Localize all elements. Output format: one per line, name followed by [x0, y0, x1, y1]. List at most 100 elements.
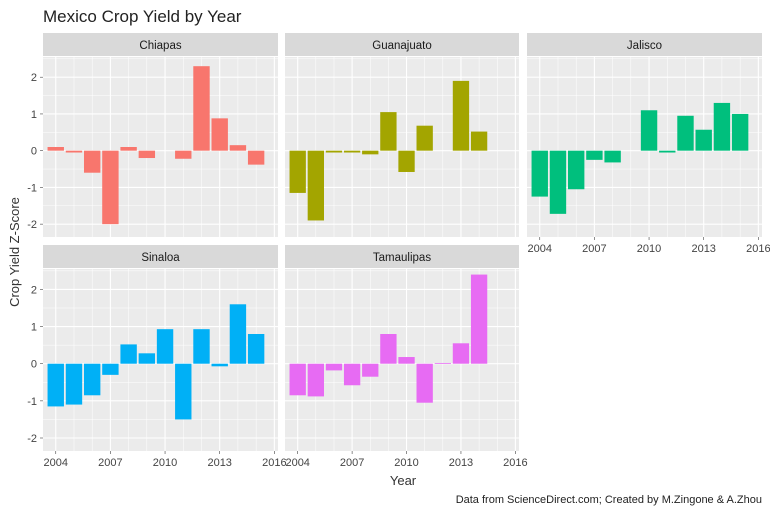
bar-jalisco-2006	[567, 150, 585, 190]
bar-chiapas-2011	[175, 150, 192, 159]
bar-tamaulipas-2013	[452, 343, 470, 364]
x-tick-label: 2010	[637, 243, 661, 255]
bar-chiapas-2013	[211, 118, 228, 151]
bar-guanajuato-2007	[343, 150, 361, 153]
y-tick-label: 2	[31, 284, 37, 296]
y-tick-label: -2	[27, 219, 37, 231]
bar-sinaloa-2012	[193, 329, 210, 364]
bar-guanajuato-2013	[452, 80, 470, 151]
bar-sinaloa-2004	[47, 363, 64, 407]
facet-sinaloa: Sinaloa -2 -1 0 1 2 2004 2007 2010 2013 2016	[27, 245, 287, 469]
bar-tamaulipas-2007	[343, 363, 361, 386]
bar-sinaloa-2007	[102, 363, 119, 375]
bar-sinaloa-2005	[65, 363, 83, 405]
bar-tamaulipas-2012	[434, 362, 451, 364]
x-tick-label: 2004	[44, 457, 68, 469]
x-tick-label: 2007	[98, 457, 122, 469]
strip-label-jalisco: Jalisco	[627, 40, 662, 52]
x-tick-label: 2016	[503, 457, 527, 469]
bar-chiapas-2008	[120, 147, 137, 151]
bar-tamaulipas-2014	[470, 274, 488, 364]
chart-title: Mexico Crop Yield by Year	[43, 7, 242, 26]
strip-chiapas	[43, 33, 278, 56]
bar-chiapas-2012	[193, 66, 210, 151]
bar-guanajuato-2006	[325, 150, 343, 153]
x-tick-label: 2013	[691, 243, 715, 255]
facet-guanajuato: Guanajuato	[285, 33, 519, 237]
strip-sinaloa	[43, 245, 278, 268]
bar-sinaloa-2008	[120, 344, 137, 364]
bar-sinaloa-2011	[175, 363, 192, 420]
bar-jalisco-2012	[677, 115, 694, 151]
bar-chiapas-2005	[65, 150, 83, 153]
y-tick-label: 1	[31, 109, 37, 121]
strip-tamaulipas	[285, 245, 519, 268]
y-axis-title: Crop Yield Z-Score	[7, 197, 22, 307]
bar-guanajuato-2014	[470, 131, 488, 151]
bar-chiapas-2009	[138, 150, 156, 159]
x-tick-label: 2007	[340, 457, 364, 469]
bar-guanajuato-2005	[307, 150, 324, 221]
y-tick-label: 1	[31, 322, 37, 334]
bar-guanajuato-2004	[289, 150, 306, 193]
x-tick-label: 2013	[449, 457, 473, 469]
strip-guanajuato	[285, 33, 519, 56]
facet-tamaulipas: Tamaulipas 2004 2007 2010 2013 2016	[285, 245, 528, 469]
bar-chiapas-2007	[102, 150, 119, 225]
y-tick-label: -1	[27, 396, 37, 408]
bar-tamaulipas-2011	[416, 363, 433, 403]
bar-tamaulipas-2010	[398, 357, 415, 364]
facet-panels: Chiapas -2 -1 0 1 2 Guanajuato Jalisco 2004 2007 2…	[27, 33, 770, 469]
strip-label-tamaulipas: Tamaulipas	[373, 252, 431, 264]
x-tick-label: 2016	[746, 243, 770, 255]
strip-label-guanajuato: Guanajuato	[372, 40, 431, 52]
bar-tamaulipas-2005	[307, 363, 324, 397]
bar-sinaloa-2014	[229, 304, 247, 364]
strip-label-chiapas: Chiapas	[139, 40, 181, 52]
bar-jalisco-2008	[604, 150, 621, 163]
x-tick-label: 2013	[207, 457, 231, 469]
bar-guanajuato-2011	[416, 125, 433, 151]
facet-jalisco: Jalisco 2004 2007 2010 2013 2016	[527, 33, 770, 255]
bar-guanajuato-2008	[362, 150, 379, 155]
facet-chiapas: Chiapas -2 -1 0 1 2	[27, 33, 278, 237]
chart-caption: Data from ScienceDirect.com; Created by …	[456, 494, 762, 506]
bar-jalisco-2010	[640, 110, 658, 151]
bar-sinaloa-2009	[138, 353, 156, 364]
bar-jalisco-2014	[713, 102, 731, 151]
bar-jalisco-2011	[659, 150, 676, 153]
bar-tamaulipas-2009	[380, 334, 397, 364]
bar-chiapas-2006	[83, 150, 101, 173]
bar-guanajuato-2010	[398, 150, 415, 172]
x-tick-label: 2004	[528, 243, 552, 255]
y-tick-label: -1	[27, 182, 37, 194]
strip-label-sinaloa: Sinaloa	[141, 252, 180, 264]
x-axis-title: Year	[390, 473, 417, 488]
bar-tamaulipas-2006	[325, 363, 343, 371]
bar-sinaloa-2015	[247, 334, 265, 364]
bar-tamaulipas-2004	[289, 363, 306, 396]
bar-chiapas-2015	[247, 150, 265, 165]
bar-jalisco-2004	[531, 150, 548, 197]
bar-tamaulipas-2008	[362, 363, 379, 377]
x-tick-label: 2016	[262, 457, 286, 469]
y-tick-label: 0	[31, 146, 37, 158]
bar-guanajuato-2009	[380, 112, 397, 151]
bar-sinaloa-2013	[211, 363, 228, 367]
bar-jalisco-2013	[695, 129, 712, 151]
bar-jalisco-2015	[731, 113, 749, 151]
bar-chiapas-2014	[229, 145, 247, 151]
x-tick-label: 2010	[394, 457, 418, 469]
x-tick-label: 2010	[153, 457, 177, 469]
bar-sinaloa-2006	[83, 363, 101, 396]
bar-sinaloa-2010	[156, 329, 174, 364]
y-tick-label: -2	[27, 433, 37, 445]
bar-jalisco-2005	[549, 150, 567, 214]
bar-chiapas-2004	[47, 147, 64, 151]
strip-jalisco	[527, 33, 762, 56]
x-tick-label: 2007	[582, 243, 606, 255]
y-tick-label: 0	[31, 359, 37, 371]
x-tick-label: 2004	[285, 457, 309, 469]
